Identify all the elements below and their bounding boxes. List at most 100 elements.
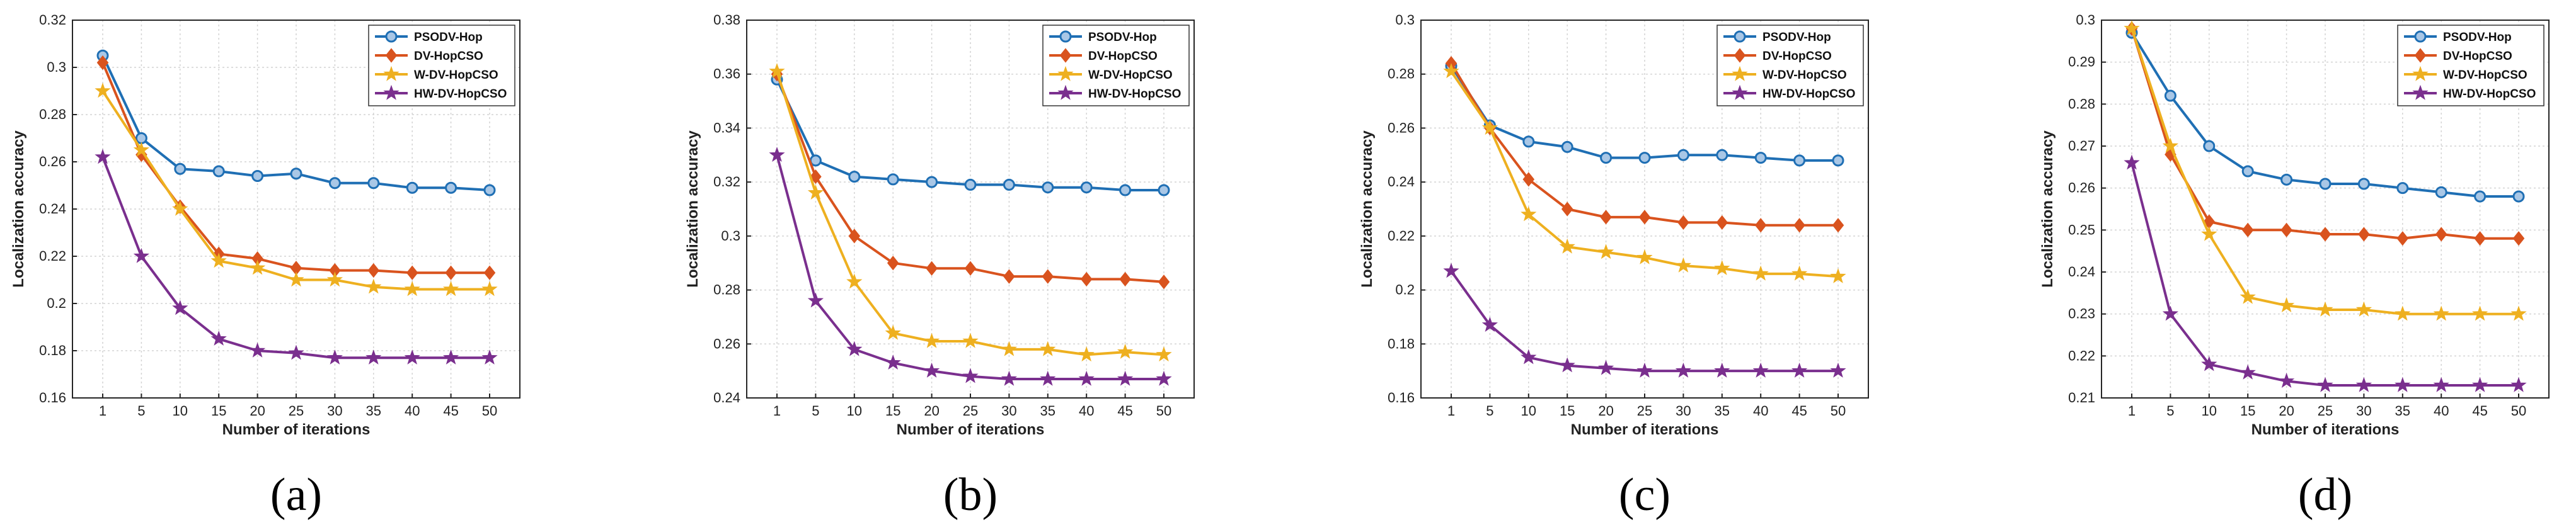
- data-point: [133, 142, 150, 157]
- data-point: [2355, 301, 2372, 317]
- legend-marker: [1059, 48, 1072, 63]
- data-point: [1117, 370, 1134, 386]
- x-tick-label: 35: [1040, 403, 1055, 419]
- data-point: [2162, 137, 2179, 153]
- data-point: [1559, 238, 1575, 254]
- data-point: [288, 344, 304, 360]
- data-point: [1791, 362, 1808, 378]
- data-point: [210, 331, 227, 346]
- x-tick-label: 40: [1753, 403, 1768, 419]
- data-point: [2472, 305, 2488, 321]
- legend-label: DV-HopCSO: [1762, 50, 1832, 63]
- data-point: [442, 281, 459, 297]
- series-hw-dv-hopcso: [2124, 154, 2527, 392]
- series-w-dv-hopcso: [95, 82, 498, 297]
- data-point: [1754, 218, 1767, 233]
- data-point: [923, 362, 940, 378]
- data-point: [445, 181, 457, 194]
- legend-marker: [1057, 84, 1074, 100]
- y-tick-label: 0.3: [47, 59, 66, 75]
- data-point: [1001, 341, 1018, 356]
- data-point: [1675, 362, 1692, 378]
- data-point: [1638, 210, 1651, 225]
- x-axis-title: Number of iterations: [222, 421, 371, 438]
- y-tick-label: 0.27: [2068, 138, 2095, 154]
- y-tick-label: 0.29: [2068, 54, 2095, 70]
- x-tick-label: 50: [1831, 403, 1846, 419]
- x-tick-label: 45: [443, 403, 458, 419]
- x-tick-label: 15: [211, 403, 226, 419]
- data-point: [1636, 362, 1653, 378]
- legend: PSODV-Hop DV-HopCSO W-DV-HopCSO HW-DV-HopCS…: [1716, 25, 1864, 106]
- legend: PSODV-Hop DV-HopCSO W-DV-HopCSO HW-DV-HopCS…: [1042, 25, 1190, 106]
- data-point: [1481, 120, 1498, 135]
- data-point: [2241, 222, 2254, 237]
- series-psodv-hop: [2125, 26, 2525, 203]
- legend-label: PSODV-Hop: [414, 31, 483, 44]
- data-point: [1158, 184, 1170, 196]
- x-tick-label: 40: [2434, 403, 2449, 419]
- legend-marker: [2412, 84, 2429, 100]
- data-point: [481, 349, 498, 365]
- y-tick-label: 0.16: [39, 390, 66, 405]
- data-point: [367, 177, 380, 190]
- legend-marker: [1732, 84, 1748, 100]
- legend-marker: [1734, 48, 1746, 63]
- x-tick-label: 20: [1598, 403, 1613, 419]
- data-point: [365, 278, 382, 294]
- legend-label: W-DV-HopCSO: [2443, 69, 2527, 82]
- data-point: [962, 368, 979, 383]
- legend-label: HW-DV-HopCSO: [1762, 88, 1855, 101]
- data-point: [1598, 244, 1614, 259]
- data-point: [1636, 249, 1653, 264]
- data-point: [1830, 268, 1846, 283]
- data-point: [95, 149, 111, 164]
- data-point: [445, 265, 457, 280]
- legend-label: W-DV-HopCSO: [414, 69, 498, 82]
- data-point: [1119, 271, 1131, 287]
- legend-label: PSODV-Hop: [1088, 31, 1157, 44]
- panel-caption: (b): [943, 469, 998, 521]
- legend: PSODV-Hop DV-HopCSO W-DV-HopCSO HW-DV-HopCS…: [368, 25, 515, 106]
- legend-marker: [2412, 65, 2429, 81]
- data-point: [2396, 182, 2409, 195]
- data-point: [1793, 154, 1806, 167]
- x-tick-label: 5: [2166, 403, 2174, 419]
- data-point: [769, 63, 785, 79]
- data-point: [1716, 149, 1728, 161]
- y-tick-label: 0.22: [1388, 228, 1415, 244]
- data-point: [810, 169, 822, 184]
- panel-caption: (a): [270, 469, 322, 521]
- x-tick-label: 5: [1486, 403, 1493, 419]
- data-point: [846, 273, 863, 289]
- data-point: [290, 167, 302, 180]
- x-tick-label: 10: [2202, 403, 2217, 419]
- data-point: [442, 349, 459, 365]
- data-point: [1638, 152, 1651, 164]
- data-point: [174, 162, 187, 175]
- x-tick-label: 25: [2318, 403, 2333, 419]
- data-point: [2471, 377, 2488, 392]
- data-point: [328, 177, 341, 190]
- y-tick-label: 0.24: [39, 201, 66, 217]
- legend-marker: [2414, 48, 2427, 63]
- y-axis-title: Localization accuracy: [2039, 130, 2056, 288]
- x-tick-label: 40: [1079, 403, 1094, 419]
- x-tick-label: 45: [1791, 403, 1807, 419]
- y-tick-label: 0.28: [2068, 96, 2095, 111]
- y-axis-title: Localization accuracy: [684, 130, 701, 288]
- x-axis-title: Number of iterations: [897, 421, 1045, 438]
- data-point: [2317, 301, 2333, 317]
- data-point: [2278, 373, 2295, 388]
- y-tick-label: 0.28: [1388, 66, 1415, 82]
- x-tick-label: 1: [99, 403, 106, 419]
- data-point: [95, 82, 111, 98]
- y-tick-label: 0.28: [713, 282, 740, 298]
- series-w-dv-hopcso: [2124, 20, 2527, 321]
- chart-panel-b: 1 5 10 15 20 25 30 35 40 45 500.240.260.280.30.320…: [684, 12, 1195, 521]
- x-tick-label: 30: [1001, 403, 1016, 419]
- data-point: [1561, 140, 1573, 153]
- y-tick-label: 0.36: [713, 66, 740, 82]
- data-point: [1443, 63, 1459, 79]
- data-point: [2395, 305, 2411, 321]
